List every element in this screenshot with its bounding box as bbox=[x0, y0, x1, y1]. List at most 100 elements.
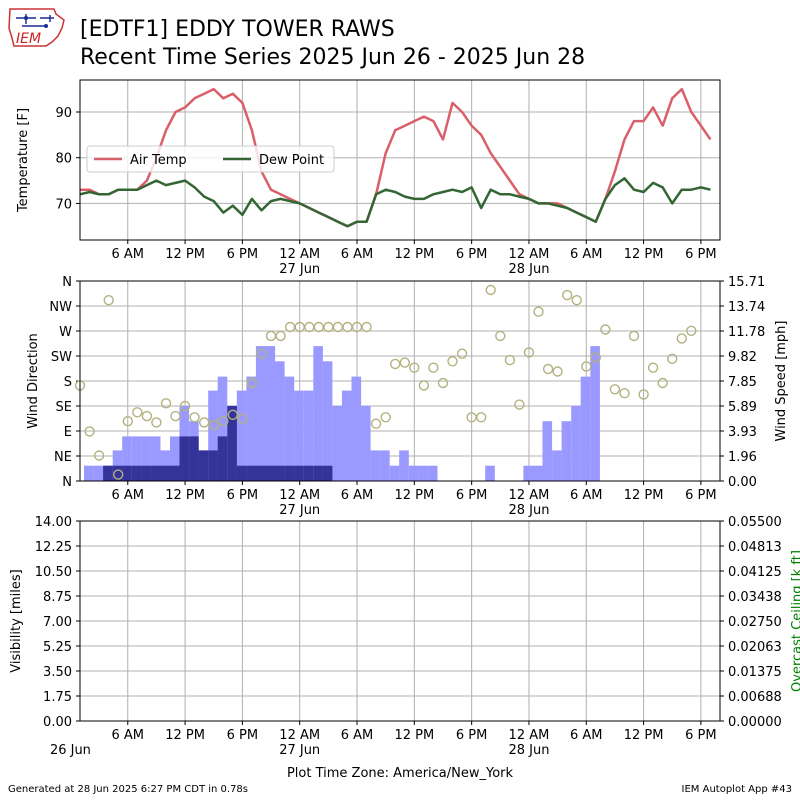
wind-x-tick-label: 12 PM bbox=[394, 488, 434, 503]
vis-x-tick-label: 6 PM bbox=[456, 728, 487, 743]
wind-dir-marker bbox=[208, 419, 219, 431]
vis-x-tick-label: 6 PM bbox=[227, 728, 258, 743]
wind-gust-bar bbox=[255, 465, 266, 481]
wind-speed-bar bbox=[389, 465, 400, 481]
wind-dir-marker bbox=[638, 389, 649, 400]
wind-dir-tick-label: E bbox=[64, 425, 72, 440]
vis-x-tick-label: 12 AM bbox=[279, 728, 320, 743]
vis-x-day-label: 28 Jun bbox=[508, 743, 549, 758]
ceiling-y-tick-label: 0.01375 bbox=[728, 665, 782, 680]
wind-gust-bar bbox=[170, 465, 180, 481]
wind-x-tick-label: 6 PM bbox=[685, 488, 716, 503]
wind-x-tick-label: 6 AM bbox=[341, 488, 374, 503]
vis-x-tick-label: 12 AM bbox=[509, 728, 550, 743]
svg-text:IEM: IEM bbox=[16, 31, 41, 47]
vis-x-tick-label: 6 AM bbox=[570, 728, 603, 743]
wind-speed-tick-label: 5.89 bbox=[728, 400, 757, 415]
wind-dir-marker bbox=[151, 417, 162, 428]
wind-dir-marker bbox=[485, 284, 496, 296]
temp-x-tick-label: 6 AM bbox=[112, 247, 145, 262]
wind-gust-bar bbox=[303, 465, 314, 481]
wind-dir-marker bbox=[370, 418, 382, 429]
wind-gust-bar bbox=[122, 465, 132, 481]
wind-dir-marker bbox=[218, 416, 229, 427]
wind-x-tick-label: 12 PM bbox=[624, 488, 664, 503]
temp-x-tick-label: 12 PM bbox=[394, 247, 434, 262]
wind-speed-tick-label: 7.85 bbox=[728, 375, 757, 390]
vis-axes-frame bbox=[79, 520, 721, 722]
wind-gust-bar bbox=[227, 405, 237, 481]
wind-dir-marker bbox=[141, 410, 153, 422]
wind-speed-tick-label: 3.93 bbox=[728, 425, 757, 440]
ceiling-y-tick-label: 0.02750 bbox=[728, 615, 782, 630]
wind-speed-bar bbox=[361, 405, 371, 481]
wind-dir-marker bbox=[227, 409, 239, 420]
vis-y-axis-label: Visibility [miles] bbox=[9, 569, 24, 672]
wind-dir-marker bbox=[323, 321, 334, 333]
wind-speed-bar bbox=[322, 361, 333, 481]
wind-speed-bar bbox=[303, 390, 314, 481]
wind-dir-marker bbox=[619, 388, 630, 399]
ceiling-y-tick-label: 0.04813 bbox=[728, 540, 782, 555]
wind-dir-tick-label: NW bbox=[49, 300, 72, 315]
wind-dir-tick-label: S bbox=[64, 375, 72, 390]
vis-y-tick-label: 3.50 bbox=[43, 665, 72, 680]
app-label: IEM Autoplot App #43 bbox=[681, 784, 792, 795]
wind-dir-marker bbox=[571, 295, 582, 306]
legend-box bbox=[86, 145, 335, 173]
chart-title-line2: Recent Time Series 2025 Jun 26 - 2025 Ju… bbox=[80, 45, 586, 70]
temp-y-axis-label: Temperature [F] bbox=[16, 108, 31, 213]
ceiling-y-tick-label: 0.00688 bbox=[728, 690, 782, 705]
wind-x-tick-label: 12 AM bbox=[509, 488, 550, 503]
chart-title-line1: [EDTF1] EDDY TOWER RAWS bbox=[80, 17, 395, 42]
wind-speed-tick-label: 15.71 bbox=[728, 275, 765, 290]
wind-dir-marker bbox=[657, 377, 668, 389]
wind-speed-bar bbox=[332, 405, 342, 481]
wind-x-tick-label: 6 AM bbox=[570, 488, 603, 503]
wind-speed-bar bbox=[590, 346, 600, 481]
wind-dir-marker bbox=[179, 400, 191, 412]
wind-gust-bar bbox=[208, 450, 218, 481]
wind-dir-marker bbox=[609, 384, 621, 395]
wind-gust-bar bbox=[322, 465, 333, 481]
vis-x-tick-label: 12 PM bbox=[624, 728, 664, 743]
wind-gust-bar bbox=[217, 436, 228, 481]
wind-dir-marker bbox=[628, 330, 640, 342]
wind-speed-bar bbox=[208, 390, 218, 481]
wind-speed-tick-label: 0.00 bbox=[728, 475, 757, 490]
vis-y-tick-label: 14.00 bbox=[35, 515, 72, 530]
ceiling-y-tick-label: 0.04125 bbox=[728, 565, 782, 580]
wind-axes-frame bbox=[79, 280, 721, 482]
x-axis-label: Plot Time Zone: America/New_York bbox=[287, 766, 514, 781]
iem-logo: IEM bbox=[6, 6, 66, 50]
wind-gust-bar bbox=[160, 465, 170, 481]
wind-speed-bar bbox=[84, 465, 94, 481]
wind-dir-marker bbox=[476, 412, 487, 423]
wind-dir-marker bbox=[456, 348, 468, 359]
wind-gust-bar bbox=[294, 465, 304, 481]
wind-speed-bar bbox=[255, 346, 266, 481]
wind-dir-marker bbox=[399, 357, 410, 368]
wind-speed-bar bbox=[313, 346, 323, 481]
wind-speed-bar bbox=[418, 465, 428, 481]
wind-dir-marker bbox=[437, 377, 449, 389]
wind-speed-bar bbox=[131, 436, 142, 481]
wind-gust-bar bbox=[246, 465, 256, 481]
vis-x-tick-label: 12 PM bbox=[394, 728, 434, 743]
wind-dir-marker bbox=[542, 363, 554, 375]
temp-y-tick-label: 90 bbox=[55, 106, 72, 121]
wind-speed-bar bbox=[542, 421, 553, 481]
wind-x-tick-label: 12 PM bbox=[165, 488, 205, 503]
wind-speed-tick-label: 13.74 bbox=[728, 300, 765, 315]
wind-dir-marker bbox=[361, 321, 372, 333]
wind-dir-marker bbox=[103, 295, 114, 306]
visibility-panel: 6 AM 12 PM 6 PM 12 AM 6 AM 12 PM 6 PM 12 AM 6 AM… bbox=[9, 515, 800, 781]
wind-speed-bar bbox=[246, 376, 256, 481]
wind-speed-bar bbox=[561, 421, 572, 481]
ceiling-y-tick-label: 0.02063 bbox=[728, 640, 782, 655]
air-temp-legend-label: Air Temp bbox=[130, 153, 187, 168]
wind-dir-marker bbox=[284, 321, 296, 333]
wind-speed-bar bbox=[341, 390, 352, 481]
wind-speed-bar bbox=[275, 361, 285, 481]
